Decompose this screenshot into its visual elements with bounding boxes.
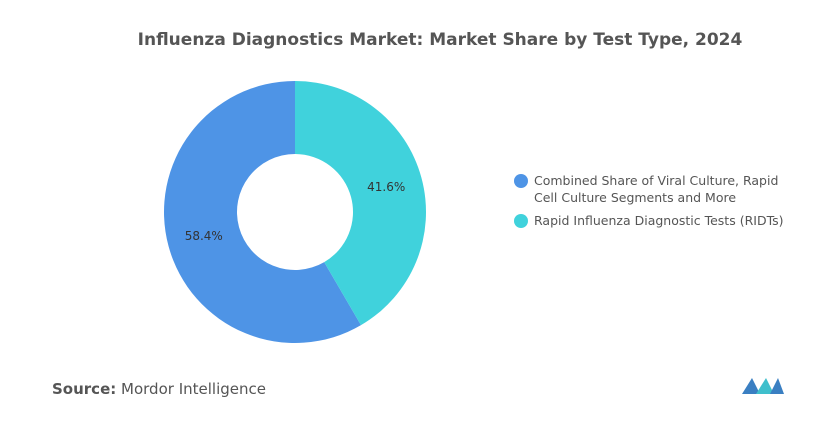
footer: Source: Mordor Intelligence [52, 380, 266, 398]
slice [295, 81, 426, 326]
legend-label: Combined Share of Viral Culture, Rapid C… [534, 173, 779, 205]
legend-label: Rapid Influenza Diagnostic Tests (RIDTs) [534, 213, 784, 228]
chart-title: Influenza Diagnostics Market: Market Sha… [138, 30, 743, 50]
source: Mordor Intelligence [121, 380, 266, 398]
data-label: 41.6% [367, 180, 405, 194]
legend-swatch [514, 174, 528, 188]
legend-swatch [514, 214, 528, 228]
legend-item: Combined Share of Viral Culture, Rapid C… [514, 172, 784, 206]
slice [164, 81, 361, 344]
source-label: Source: [52, 380, 117, 398]
legend: Combined Share of Viral Culture, Rapid C… [514, 172, 784, 235]
data-label: 58.4% [185, 229, 223, 243]
legend-item: Rapid Influenza Diagnostic Tests (RIDTs) [514, 212, 784, 229]
logo [742, 378, 784, 394]
